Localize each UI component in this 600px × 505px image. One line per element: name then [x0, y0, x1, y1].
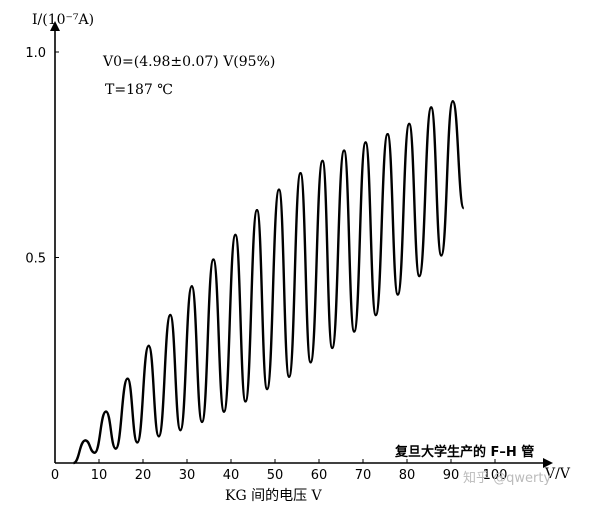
x-tick-label: 50 — [267, 468, 284, 483]
x-tick-label: 0 — [51, 468, 59, 483]
x-tick-label: 70 — [355, 468, 372, 483]
y-tick-label: 1.0 — [25, 46, 46, 61]
temperature-annotation: T=187 ℃ — [105, 82, 173, 98]
x-tick-label: 60 — [311, 468, 328, 483]
curve-valley-point — [265, 387, 269, 391]
curve-peak-point — [299, 172, 302, 175]
curve-peak-point — [84, 439, 87, 442]
x-tick-label: 80 — [399, 468, 416, 483]
x-tick-label: 100 — [483, 468, 508, 483]
curve-valley-point — [353, 330, 356, 333]
curve-valley-point — [222, 410, 226, 413]
curve-valley-point — [136, 441, 139, 444]
curve-peak-point — [430, 106, 433, 109]
watermark: 知乎 @qwerty — [463, 470, 551, 486]
curve-peak-point — [234, 233, 237, 237]
curve-peak-point — [342, 149, 346, 152]
curve-peak-point — [104, 410, 108, 413]
curve-valley-point — [93, 451, 96, 454]
curve-valley-point — [396, 293, 399, 296]
curve-peak-point — [147, 344, 150, 348]
x-tick-label: 20 — [135, 468, 152, 483]
y-tick-label: 0.5 — [25, 252, 46, 267]
x-axis-title-bottom: KG 间的电压 V — [225, 488, 323, 504]
series-current-curve — [72, 100, 465, 465]
curve-peak-point — [190, 285, 194, 288]
curve-peak-point — [451, 100, 454, 103]
curve-peak-point — [364, 141, 367, 144]
x-axis-title: V/V — [544, 466, 571, 482]
curve-peak-point — [212, 258, 215, 261]
curve-peak-point — [408, 122, 411, 126]
curve-valley-point — [287, 375, 291, 378]
caption: 复旦大学生产的 F–H 管 — [394, 444, 534, 460]
curve-valley-point — [244, 400, 247, 403]
curve-peak-point — [321, 159, 324, 163]
curve-peak-point — [255, 209, 259, 212]
curve-valley-point — [200, 420, 204, 424]
y-axis-title: I/(10⁻⁷A) — [32, 12, 94, 28]
curve-valley-point — [331, 346, 334, 350]
x-tick-label: 30 — [179, 468, 196, 483]
curve-valley-point — [157, 435, 161, 438]
curve-peak-point — [169, 313, 172, 317]
curve-valley-point — [374, 313, 377, 317]
curve-peak-point — [126, 377, 129, 380]
x-tick-label: 10 — [91, 468, 108, 483]
x-tick-label: 40 — [223, 468, 240, 483]
curve-valley-point — [179, 428, 182, 432]
curve-valley-point — [418, 274, 421, 278]
x-tick-label: 90 — [443, 468, 460, 483]
curve-valley-point — [440, 254, 443, 257]
curve-valley-point — [114, 447, 117, 450]
curve-peak-point — [386, 133, 389, 136]
v0-annotation: V0=(4.98±0.07) V(95%) — [102, 54, 275, 70]
curve-valley-point — [309, 361, 312, 364]
curve-peak-point — [277, 188, 281, 191]
